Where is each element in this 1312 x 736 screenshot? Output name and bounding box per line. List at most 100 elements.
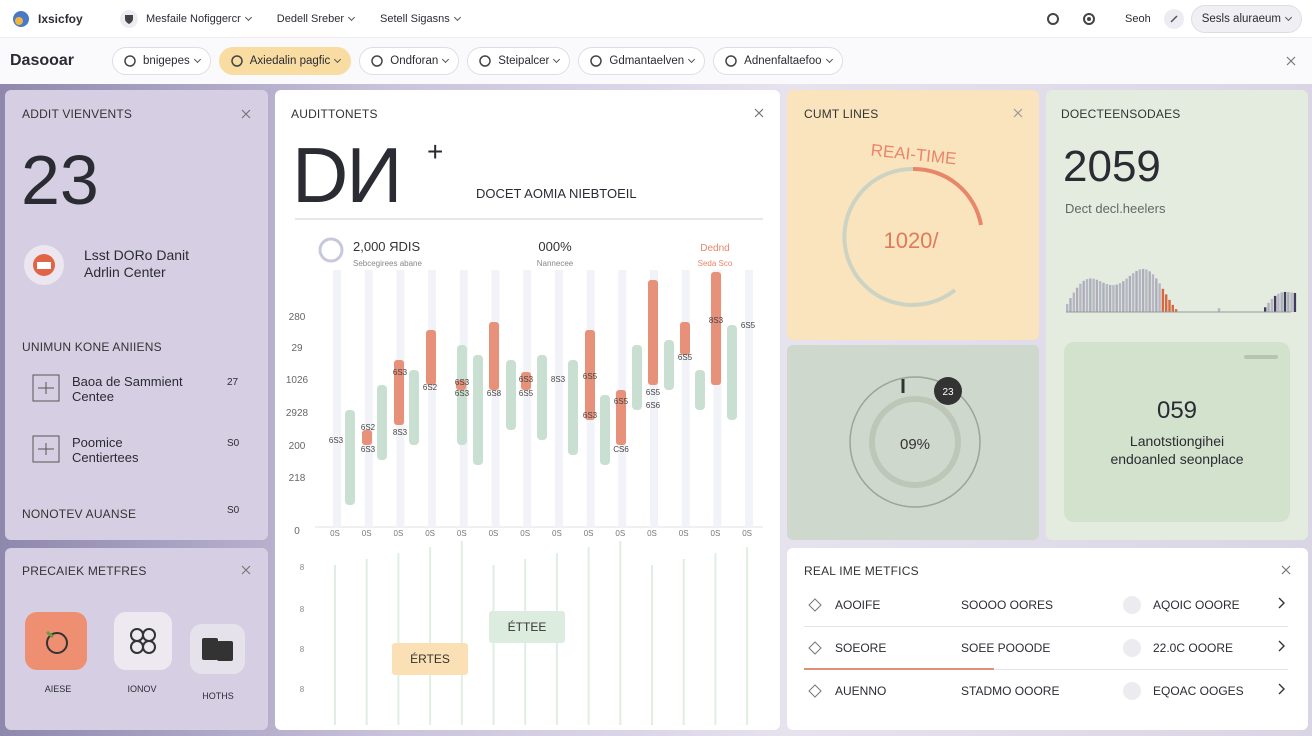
green-bar — [600, 395, 610, 465]
item-value: S0 — [227, 438, 240, 449]
y-label: 218 — [289, 473, 306, 484]
subtitle: DOCET AOMIA NIEBTOEIL — [476, 186, 637, 201]
menu[interactable]: Mesfaile Nofiggercr — [146, 13, 252, 25]
row-chevron — [1278, 640, 1285, 652]
search[interactable]: Seoh — [1125, 12, 1151, 25]
green-bar — [409, 370, 419, 445]
track — [554, 270, 563, 527]
x-label: 0S — [552, 529, 562, 538]
hist-bar — [1115, 284, 1118, 312]
chip-icon — [590, 55, 603, 67]
row-icon — [1123, 682, 1141, 700]
hist-bar — [1138, 269, 1141, 312]
hist-bar — [1069, 298, 1072, 312]
footer-value: S0 — [227, 505, 240, 516]
menu[interactable]: Setell Sigasns — [380, 13, 461, 25]
hist-bar — [1174, 309, 1178, 312]
hist-bar — [1108, 284, 1112, 312]
bar-label: CS6 — [613, 445, 629, 454]
hist-bar — [1095, 279, 1099, 312]
close-icon[interactable] — [1281, 565, 1291, 575]
precaiek-card: PRECAIEK METFRES AIESE IONOV HOTHS — [5, 548, 268, 730]
hist-bar — [1145, 269, 1148, 312]
filter-chips: bnigepes Axiedalin pagfic Ondforan Steipalc… — [112, 47, 851, 75]
item-label: Baoa de Sammient Centee — [72, 374, 183, 404]
orange-bar — [521, 372, 531, 390]
orange-bar — [711, 272, 721, 385]
hist-bar — [1168, 299, 1171, 312]
hist-bar — [1092, 278, 1095, 312]
profile-line: Adrlin Center — [84, 264, 166, 280]
filter-chip[interactable]: Gdmantaelven — [578, 47, 706, 75]
chip-label: Gdmantaelven — [609, 55, 685, 67]
green-bar — [345, 410, 355, 505]
close-icon[interactable] — [241, 109, 251, 119]
user-menu[interactable]: Sesls aluraeum — [1190, 4, 1302, 33]
hist-bar — [1290, 292, 1293, 312]
chevron — [193, 55, 201, 64]
row-name: SOEORE — [835, 641, 887, 655]
hist-bar — [1135, 270, 1138, 312]
bar-label: 6S5 — [614, 397, 629, 406]
filter-chip[interactable]: Axiedalin pagfic — [218, 47, 352, 75]
orange-bar — [489, 322, 499, 390]
filter-chip[interactable]: bnigepes — [112, 47, 211, 75]
filter-chip[interactable]: Steipalcer — [467, 47, 571, 75]
row-chevron — [1278, 597, 1285, 609]
chevron — [1284, 13, 1293, 21]
tag-box — [392, 643, 468, 675]
close-icon[interactable] — [754, 108, 764, 118]
row-value: SOOOO OORES — [961, 598, 1054, 612]
hist-bar — [1141, 268, 1145, 312]
card-title: REAL IME METFICS — [804, 564, 919, 578]
row-value: EQOAC OOGES — [1153, 684, 1244, 698]
card-title: DOECTEENSODAES — [1061, 107, 1181, 121]
chip-label: bnigepes — [143, 55, 190, 67]
bar-label: 6S6 — [646, 401, 661, 410]
metric-row[interactable]: AUENNO STADMO OOORE EQOAC OOGES — [804, 682, 1292, 716]
filter-chip[interactable]: Ondforan — [359, 47, 460, 75]
close-icon[interactable] — [1013, 108, 1023, 118]
hist-bar — [1128, 275, 1132, 312]
hist-bar — [1165, 294, 1168, 312]
user-name: Sesls aluraeum — [1201, 12, 1281, 25]
doect-subtitle: Dect decl.heelers — [1065, 201, 1166, 216]
chip-label: Adnenfaltaefoo — [744, 55, 822, 67]
orange-bar — [680, 322, 690, 355]
row-icon-shape — [808, 641, 822, 655]
chevron — [825, 55, 833, 64]
row-chevron-shape — [1278, 640, 1285, 652]
hist-bar — [1072, 292, 1075, 312]
x-label: 0S — [457, 529, 467, 538]
ring-gauge: 23 09% — [849, 376, 981, 508]
menu[interactable]: Dedell Sreber — [277, 13, 356, 25]
close-icon[interactable] — [241, 565, 251, 575]
chip-icon — [230, 55, 243, 67]
x-label: 0S — [330, 529, 340, 538]
hist-bar — [1066, 304, 1069, 312]
arc-gauge: REAI-TIME 1020/ — [842, 141, 983, 307]
green-bar — [506, 360, 516, 430]
hist-bar — [1105, 284, 1108, 312]
bar-label: 6S3 — [455, 378, 470, 387]
ring-value: 09% — [900, 436, 930, 453]
filter-chip[interactable]: Adnenfaltaefoo — [713, 47, 843, 75]
green-bar — [664, 340, 674, 390]
x-label: 0S — [615, 529, 625, 538]
metric-row[interactable]: AOOIFE SOOOO OORES AQOIC OOORE — [804, 596, 1292, 630]
metric-row[interactable]: SOEORE SOEE POOODE 22.0C OOORE — [804, 639, 1292, 673]
close-icon[interactable] — [1286, 56, 1296, 66]
hist-bar — [1270, 298, 1273, 312]
hist-bar — [1293, 292, 1297, 312]
row-name: AOOIFE — [835, 598, 881, 612]
y-label: 1026 — [286, 375, 309, 386]
bar-label: 6S3 — [393, 368, 408, 377]
audittonets-card: AUDITTONETS DИ + DOCET AOMIA NIEBTOEIL 2… — [275, 90, 780, 730]
chip-label: Axiedalin pagfic — [249, 55, 331, 67]
hist-bar — [1158, 283, 1161, 312]
row-chevron — [1278, 683, 1285, 695]
app-label: HOTHS — [202, 691, 234, 701]
bar-label: 6S3 — [455, 389, 470, 398]
page-title: Dasooar — [10, 52, 75, 69]
x-label: 0S — [679, 529, 689, 538]
